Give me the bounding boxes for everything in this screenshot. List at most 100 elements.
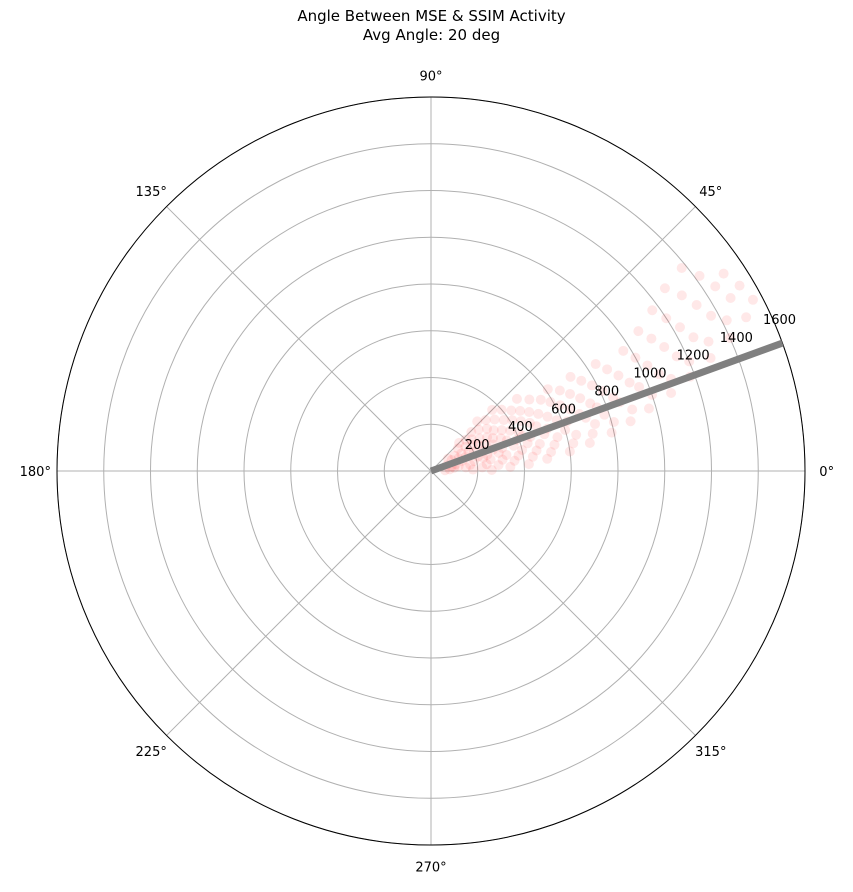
scatter-point <box>501 449 512 460</box>
scatter-point <box>618 345 629 356</box>
scatter-point <box>513 450 524 461</box>
scatter-point <box>571 429 582 440</box>
scatter-point <box>460 434 471 445</box>
scatter-point <box>606 427 617 438</box>
scatter-point <box>555 400 566 411</box>
scatter-point <box>590 418 601 429</box>
scatter-point <box>485 454 496 465</box>
scatter-point <box>734 280 745 291</box>
angle-tick-label: 315° <box>695 745 726 760</box>
scatter-point <box>472 416 483 427</box>
scatter-point <box>467 439 478 450</box>
scatter-point <box>654 369 665 380</box>
angle-tick-label: 225° <box>136 745 167 760</box>
radial-tick-label: 600 <box>551 402 576 417</box>
scatter-point <box>496 425 507 436</box>
scatter-point <box>634 381 645 392</box>
angular-gridline-225 <box>166 470 432 736</box>
scatter-point <box>724 332 735 343</box>
scatter-point <box>625 416 636 427</box>
scatter-point <box>517 444 528 455</box>
scatter-point <box>460 441 471 452</box>
scatter-point <box>497 454 508 465</box>
scatter-point <box>676 262 687 273</box>
scatter-point <box>554 385 565 396</box>
scatter-point <box>613 370 624 381</box>
scatter-point <box>487 404 498 415</box>
chart-title-block: Angle Between MSE & SSIM Activity Avg An… <box>0 7 853 45</box>
radial-tick-label: 1600 <box>763 313 796 328</box>
scatter-point <box>487 433 498 444</box>
grid-layer <box>56 96 806 846</box>
scatter-point <box>535 394 546 405</box>
scatter-point <box>474 433 485 444</box>
scatter-point <box>627 404 638 415</box>
scatter-point <box>710 281 721 292</box>
scatter-point <box>515 405 526 416</box>
scatter-point <box>465 459 476 470</box>
scatter-point <box>684 356 695 367</box>
scatter-point <box>608 392 619 403</box>
scatter-point <box>747 294 758 305</box>
scatter-point <box>473 424 484 435</box>
scatter-point <box>505 425 516 436</box>
mean-angle-line <box>429 339 784 475</box>
scatter-point <box>624 377 635 388</box>
scatter-point <box>511 393 522 404</box>
scatter-point <box>703 336 714 347</box>
radial-tick-label: 200 <box>465 438 490 453</box>
radial-tick-label: 1400 <box>720 331 753 346</box>
radial-tick-label: 1000 <box>633 367 666 382</box>
scatter-point <box>531 445 542 456</box>
scatter-point <box>482 423 493 434</box>
scatter-point <box>534 438 545 449</box>
scatter-point <box>527 451 538 462</box>
scatter-point <box>587 428 598 439</box>
scatter-point <box>496 404 507 415</box>
scatter-point <box>507 415 518 426</box>
chart-title: Angle Between MSE & SSIM Activity <box>297 7 566 25</box>
scatter-point <box>585 398 596 409</box>
scatter-point <box>498 415 509 426</box>
radial-tick-label: 800 <box>594 384 619 399</box>
scatter-point <box>489 414 500 425</box>
angular-gridline-315 <box>430 470 696 736</box>
radial-tick-label: 400 <box>508 420 533 435</box>
scatter-point <box>565 388 576 399</box>
scatter-point <box>646 333 657 344</box>
scatter-point <box>533 408 544 419</box>
angle-tick-label: 180° <box>20 465 51 480</box>
scatter-point <box>545 397 556 408</box>
scatter-point <box>505 461 516 472</box>
scatter-point <box>524 394 535 405</box>
scatter-point <box>495 433 506 444</box>
angle-tick-label: 270° <box>415 861 446 876</box>
radial-tick-label: 1200 <box>677 349 710 364</box>
scatter-point <box>718 268 729 279</box>
scatter-point <box>473 439 484 450</box>
scatter-point <box>630 352 641 363</box>
angular-gridline-135 <box>166 206 432 472</box>
scatter-point <box>642 360 653 371</box>
scatter-point <box>590 359 601 370</box>
scatter-point <box>564 404 575 415</box>
tick-label-layer: 0° 45° 90° 135° 180° 225° 270° 315° 200 400 600 800… <box>20 69 834 875</box>
scatter-point <box>741 312 752 323</box>
scatter-point <box>506 405 517 416</box>
scatter-point <box>643 403 654 414</box>
scatter-point <box>524 407 535 418</box>
scatter-point <box>576 375 587 386</box>
scatter-point <box>546 446 557 457</box>
scatter-point <box>568 438 579 449</box>
scatter-point <box>688 332 699 343</box>
scatter-point <box>659 341 670 352</box>
scatter-point <box>482 432 493 443</box>
scatter-point <box>542 453 553 464</box>
polar-frame <box>56 96 806 846</box>
scatter-point <box>460 462 471 473</box>
scatter-point <box>466 434 477 445</box>
scatter-point <box>671 351 682 362</box>
scatter-point <box>608 416 619 427</box>
scatter-point <box>564 446 575 457</box>
